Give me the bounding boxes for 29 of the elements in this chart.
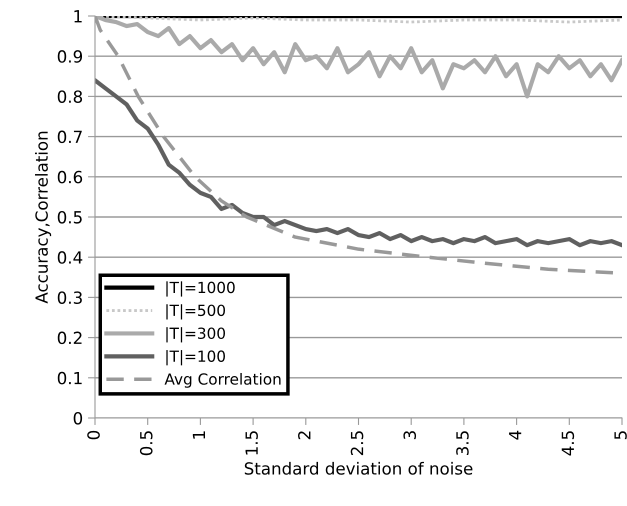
legend-label: Avg Correlation: [164, 372, 281, 388]
x-tick-label: 4: [509, 430, 522, 440]
legend-label: |T|=100: [166, 350, 226, 366]
y-tick-label: 0.4: [58, 251, 82, 264]
x-axis-title: Standard deviation of noise: [244, 462, 472, 475]
x-tick-label: 1.5: [246, 431, 258, 454]
x-tick-label: 2: [298, 431, 310, 440]
y-tick-label: 0.9: [58, 50, 82, 63]
legend-label: |T|=1000: [166, 281, 235, 297]
x-tick-label: 2.5: [350, 431, 364, 456]
y-tick-label: 0.8: [58, 90, 82, 103]
y-tick-label: 0.3: [58, 291, 82, 304]
y-tick-label: 0.2: [58, 332, 82, 344]
y-tick-label: 0.5: [58, 210, 82, 224]
y-tick-label: 0: [74, 412, 82, 425]
y-tick-label: 0.6: [58, 170, 82, 184]
legend-label: |T|=500: [166, 304, 226, 320]
y-tick-label: 0.7: [58, 130, 82, 144]
y-axis-title: Accuracy,Correlation: [35, 132, 52, 304]
x-tick-label: 3.5: [456, 431, 469, 456]
y-tick-label: 1: [74, 10, 82, 22]
x-tick-label: 5: [614, 431, 627, 440]
x-tick-label: 3: [403, 431, 416, 440]
y-tick-label: 0.1: [58, 372, 82, 384]
x-tick-label: 1: [192, 431, 205, 439]
x-tick-label: 0: [87, 430, 100, 440]
x-tick-label: 0.5: [140, 431, 153, 456]
legend-label: |T|=300: [166, 327, 226, 342]
x-tick-label: 4.5: [562, 431, 574, 456]
